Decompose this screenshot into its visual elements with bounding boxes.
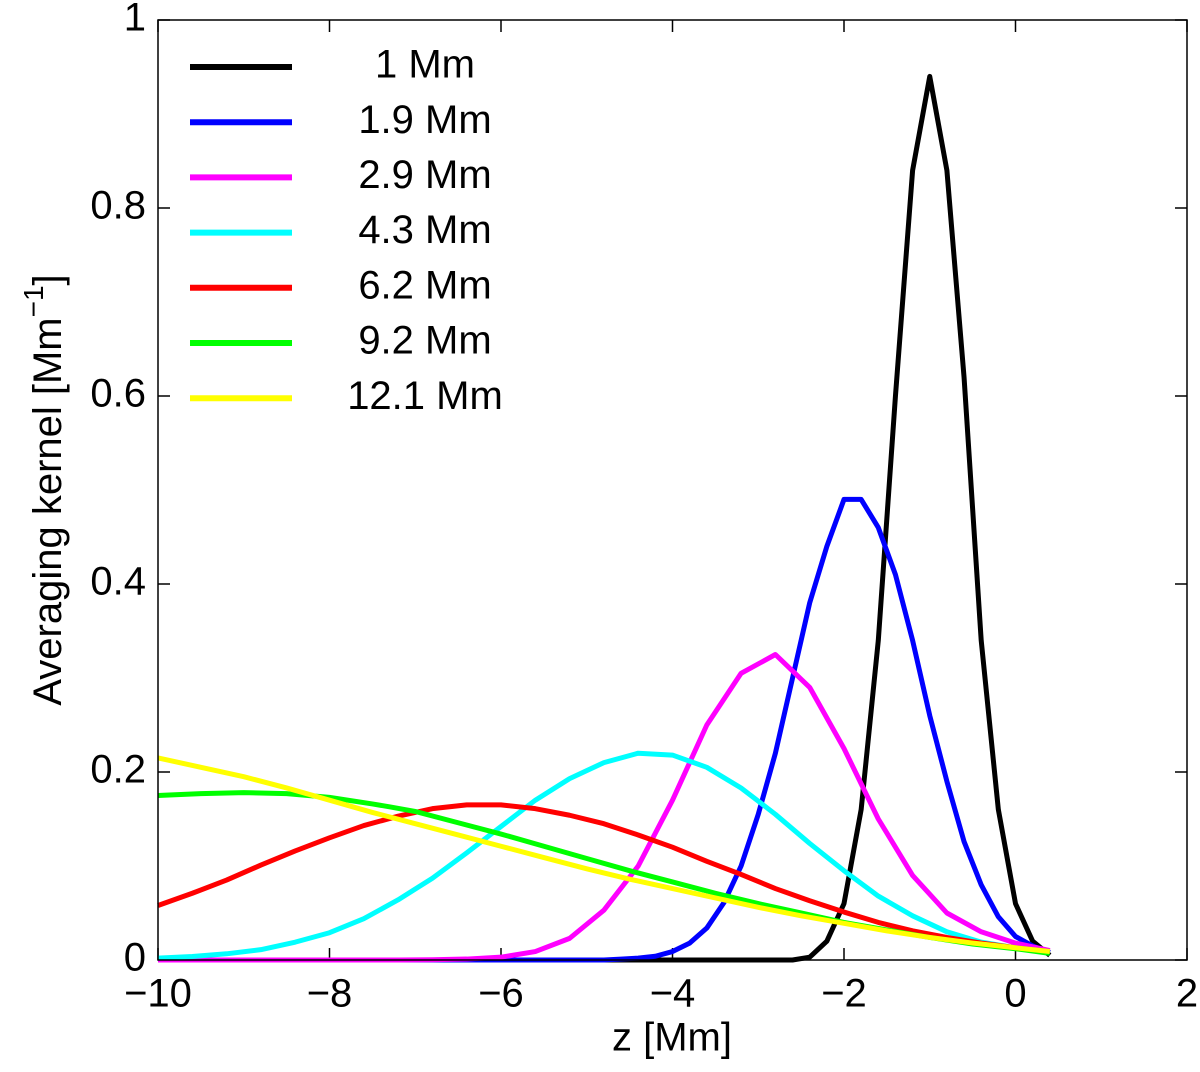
x-tick-label: −8 [307, 972, 353, 1016]
x-tick-label: 0 [1004, 972, 1026, 1016]
y-tick-label: 1 [124, 0, 146, 40]
y-axis-label-end: ] [26, 274, 70, 285]
legend-label: 4.3 Mm [358, 208, 491, 252]
legend-label: 1.9 Mm [358, 98, 491, 142]
data-line [157, 755, 1051, 955]
y-tick-label: 0.2 [90, 748, 146, 792]
legend-label: 6.2 Mm [358, 263, 491, 307]
y-tick-label: 0.8 [90, 184, 146, 228]
legend-label: 12.1 Mm [347, 374, 503, 418]
y-tick-label: 0.6 [90, 372, 146, 416]
data-line [158, 652, 1051, 963]
y-axis-label-main: Averaging kernel [Mm [26, 317, 70, 705]
data-line [158, 73, 1052, 963]
plot-frame [157, 19, 1188, 961]
legend-label: 9.2 Mm [358, 319, 491, 363]
x-tick-label: −10 [124, 972, 192, 1016]
x-tick-label: 2 [1176, 972, 1198, 1016]
x-axis-label: z [Mm] [612, 1016, 732, 1060]
x-tick-label: −4 [650, 972, 696, 1016]
x-tick-label: −2 [821, 972, 867, 1016]
x-tick-label: −6 [478, 972, 524, 1016]
y-tick-label: 0 [124, 936, 146, 980]
legend-label: 2.9 Mm [358, 153, 491, 197]
y-axis-label-sup: −1 [18, 285, 49, 317]
legend-label: 1 Mm [375, 43, 475, 87]
y-axis-label: Averaging kernel [Mm−1] [18, 274, 69, 705]
data-line [157, 802, 1051, 955]
data-line [158, 496, 1051, 963]
y-tick-label: 0.4 [90, 560, 146, 604]
data-line [157, 750, 1051, 961]
